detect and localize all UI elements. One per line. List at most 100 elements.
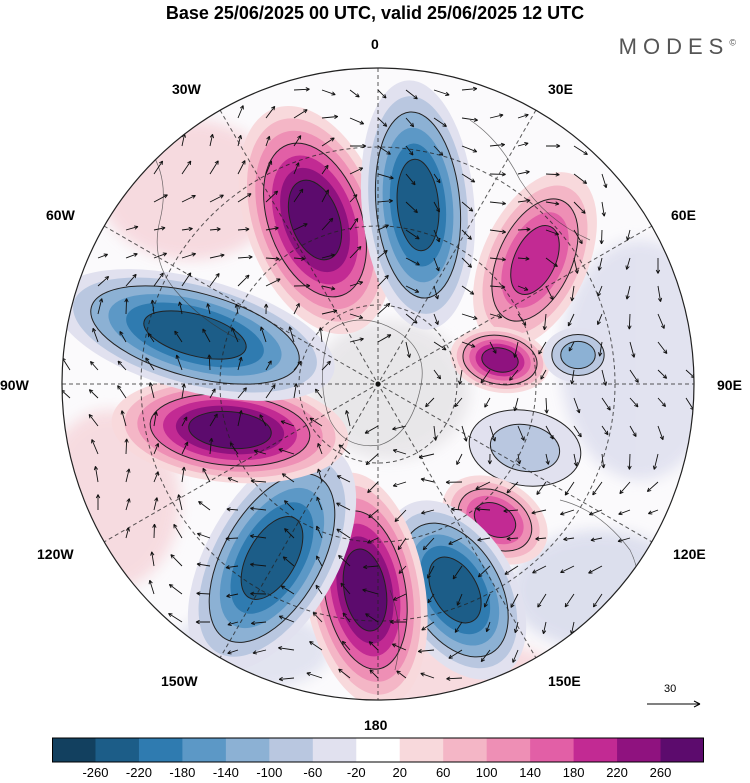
wind-vector [318, 327, 323, 343]
wind-vector [124, 298, 129, 315]
wind-vector [125, 252, 138, 259]
wind-vector [647, 509, 659, 515]
wind-vector [422, 537, 435, 551]
wind-vector [293, 188, 304, 203]
negative-anomaly-80e-level-3 [560, 340, 596, 370]
wind-vector [306, 672, 323, 679]
wind-vector [153, 497, 159, 511]
wind-vector [657, 313, 665, 329]
wind-vector [601, 397, 611, 411]
wind-vector [321, 164, 329, 175]
wind-vector [225, 565, 239, 570]
wind-vector [652, 453, 659, 470]
wind-vector [174, 330, 183, 343]
wind-vector [627, 313, 632, 330]
wind-vector [349, 245, 362, 259]
wind-vector [349, 217, 359, 231]
wind-vector [510, 593, 519, 608]
lon-label-120e: 120E [673, 546, 706, 562]
wind-vector [265, 226, 279, 231]
wind-vector [365, 453, 379, 466]
wind-vector [250, 478, 267, 484]
wind-vector [504, 565, 519, 575]
wind-vector [237, 274, 250, 287]
wind-vector [461, 145, 478, 153]
wind-vector [265, 384, 276, 399]
wind-vector [546, 143, 561, 149]
wind-vector [489, 201, 507, 206]
wind-vector [350, 143, 367, 149]
wind-vector [259, 414, 267, 427]
wind-vector [284, 528, 295, 539]
wind-vector [476, 507, 491, 512]
wind-vector [391, 643, 407, 651]
wind-vector [601, 425, 609, 436]
wind-vector [95, 494, 101, 510]
wind-vector [253, 449, 267, 455]
wind-vector [150, 299, 155, 315]
colorbar-bin-12 [573, 738, 618, 762]
wind-vector [309, 417, 323, 427]
lon-label-60e: 60E [671, 207, 696, 223]
south-pole-marker [375, 381, 381, 387]
wind-vector [489, 257, 506, 262]
wind-vector [278, 646, 295, 651]
wind-vector [489, 341, 497, 354]
wind-vector [573, 173, 588, 185]
colorbar [52, 737, 704, 763]
wind-vector [293, 109, 308, 119]
wind-vector [477, 565, 491, 578]
map-border [61, 67, 695, 701]
wind-vector [341, 640, 351, 651]
wind-vector [249, 534, 267, 539]
wind-vector [293, 283, 311, 288]
wind-vector [209, 160, 219, 175]
wind-vector [570, 369, 575, 385]
wind-vector [544, 397, 549, 414]
wind-vector [175, 354, 183, 371]
wind-vector [513, 397, 519, 412]
wind-vector [321, 89, 336, 96]
wind-vector [629, 369, 639, 383]
negative-anomaly-80e [543, 327, 613, 383]
wind-vector [545, 425, 554, 440]
wind-vector [433, 313, 439, 326]
wind-vector [377, 89, 387, 99]
wind-vector [227, 649, 239, 655]
wind-vector [461, 285, 475, 295]
wind-vector [125, 273, 137, 287]
wind-vector [321, 253, 335, 259]
wind-vector [573, 425, 582, 438]
wind-vector [477, 537, 491, 542]
wind-vector [655, 258, 661, 274]
wind-vector [317, 442, 323, 455]
wind-vector [117, 360, 127, 371]
wind-vector [368, 509, 379, 519]
wind-vector [461, 313, 478, 320]
wind-vector [377, 198, 393, 204]
wind-vector [657, 285, 663, 302]
wind-vector [195, 619, 210, 625]
wind-vector [280, 585, 295, 595]
wind-vector [461, 341, 476, 348]
lon-label-60w: 60W [46, 207, 75, 223]
wind-vector [93, 466, 99, 483]
wind-vector [598, 341, 603, 357]
wind-vector [626, 229, 631, 241]
colorbar-bin-4 [225, 738, 270, 762]
wind-vector [342, 612, 351, 623]
wind-vector [97, 298, 104, 315]
wind-vector [517, 227, 531, 232]
colorbar-tick-label: -60 [303, 765, 323, 780]
wind-vector [88, 389, 99, 399]
wind-vector [405, 229, 420, 240]
wind-vector [152, 523, 157, 539]
colorbar-bin-0 [52, 738, 96, 762]
wind-vector [560, 565, 575, 574]
lon-label-90e: 90E [717, 377, 742, 393]
wind-vector [196, 562, 211, 567]
wind-vector [629, 341, 636, 358]
wind-vector [418, 453, 435, 459]
wind-vector [590, 537, 603, 542]
wind-vector [89, 360, 99, 371]
